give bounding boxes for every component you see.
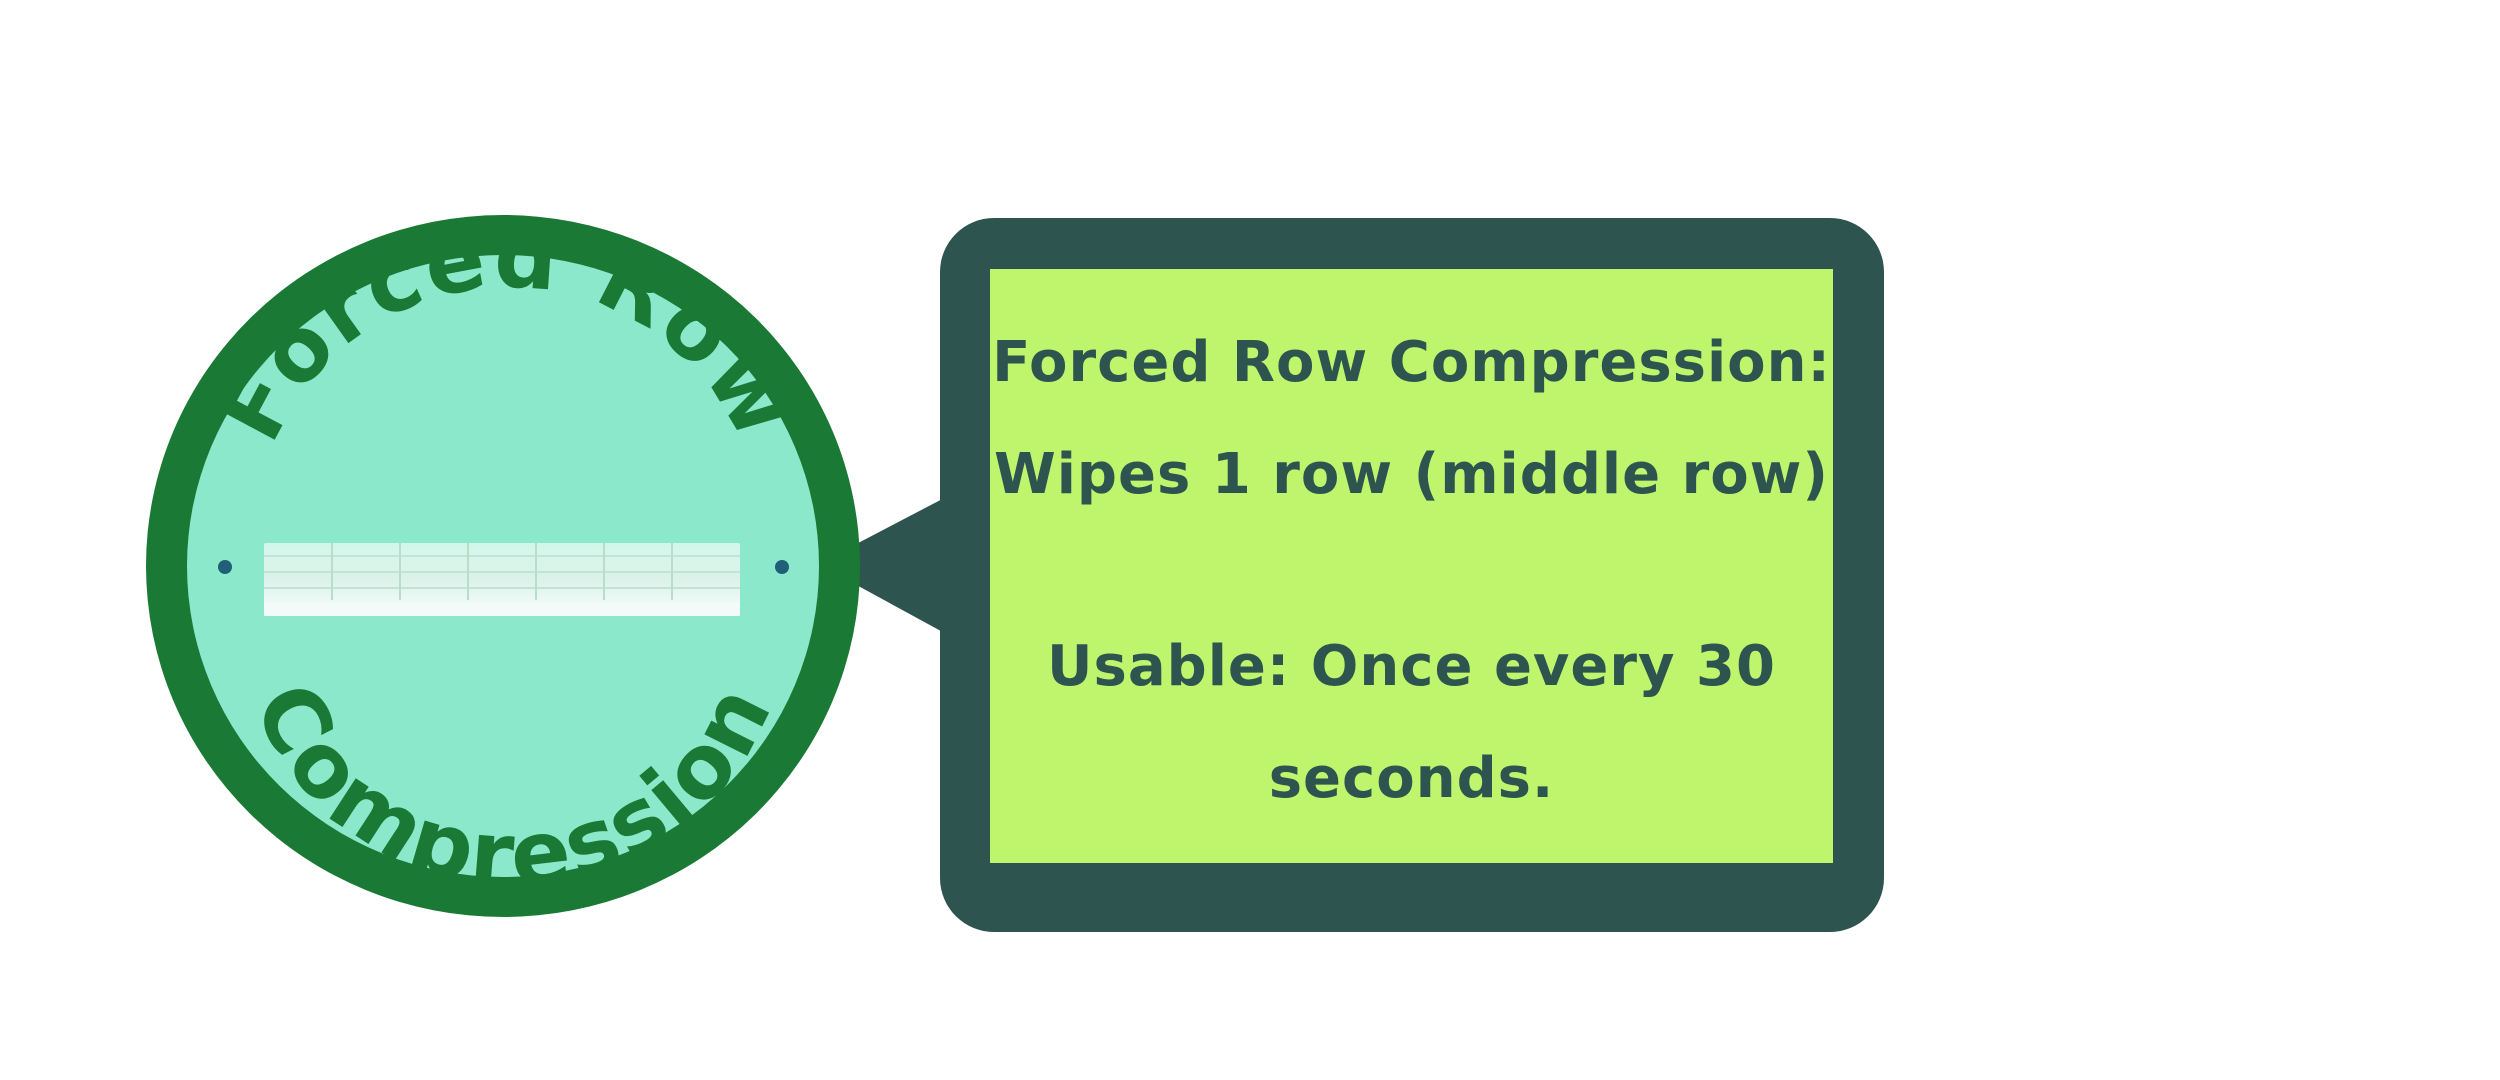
panel-title: Forced Row Compression:	[992, 330, 1831, 395]
panel-usage-line-1: Usable: Once every 30	[1047, 634, 1776, 699]
badge-dot-left	[218, 560, 232, 574]
info-panel: Forced Row Compression: Wipes 1 row (mid…	[940, 218, 1884, 932]
panel-usage-line-2: seconds.	[1268, 746, 1555, 811]
panel-effect: Wipes 1 row (middle row)	[993, 442, 1830, 507]
callout-pointer	[818, 495, 950, 636]
badge-dot-right	[775, 560, 789, 574]
compressed-row-icon	[264, 543, 740, 616]
info-panel-body: Forced Row Compression: Wipes 1 row (mid…	[990, 269, 1833, 863]
